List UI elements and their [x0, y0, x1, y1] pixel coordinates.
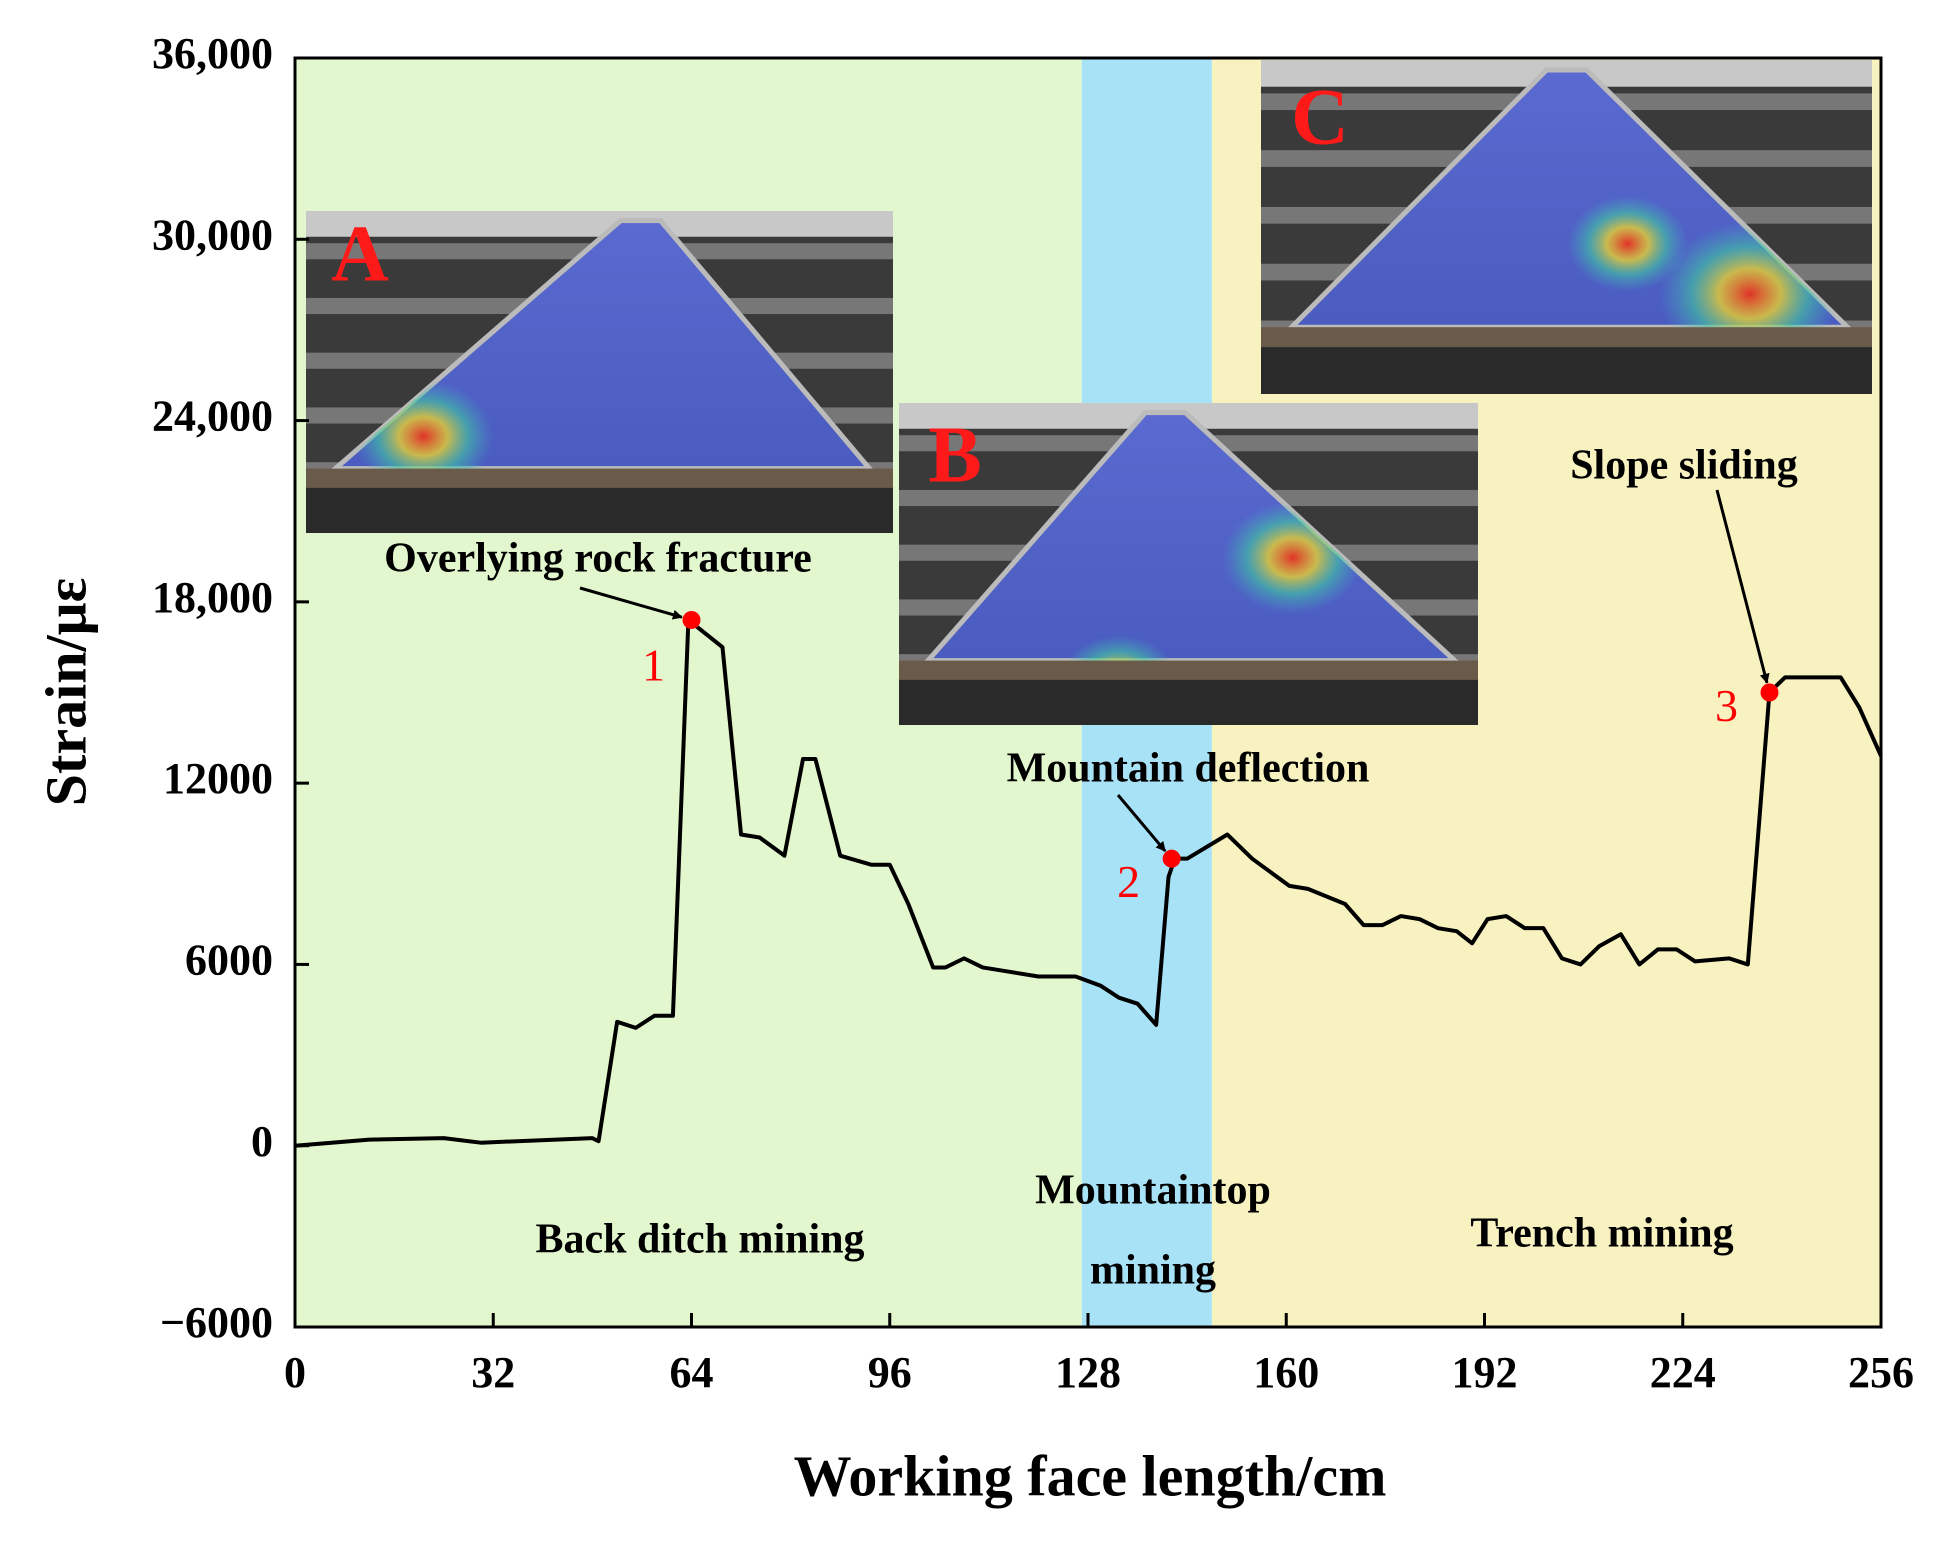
y-tick-label: 0	[251, 1117, 273, 1166]
annotation-point	[682, 610, 701, 629]
photo-floor	[899, 679, 1478, 725]
x-tick-label: 0	[284, 1348, 306, 1397]
x-tick-label: 64	[670, 1348, 714, 1397]
annotation-number: 1	[642, 640, 665, 691]
annotation-label: Overlying rock fracture	[384, 536, 812, 582]
region-label: mining	[1090, 1248, 1216, 1294]
inset-letter: A	[331, 210, 389, 298]
annotation-point	[1162, 849, 1181, 868]
annotation-number: 2	[1117, 856, 1140, 907]
annotation-point	[1760, 683, 1779, 702]
inset-photo	[1261, 60, 1872, 394]
y-tick-label: 18,000	[152, 573, 273, 622]
region-label: Trench mining	[1470, 1211, 1733, 1257]
inset-letter: C	[1291, 73, 1349, 161]
region-label: Mountaintop	[1035, 1168, 1271, 1214]
annotation-arrow	[1715, 489, 1770, 684]
x-tick-label: 256	[1848, 1348, 1914, 1397]
photo-base	[1261, 327, 1872, 348]
inset-letter: B	[928, 411, 981, 499]
annotation-arrow	[1116, 794, 1167, 852]
photo-strain	[1567, 195, 1688, 292]
y-tick-label: 24,000	[152, 392, 273, 441]
y-tick-label: 6000	[185, 936, 273, 985]
inset-photo	[306, 211, 893, 533]
x-tick-label: 160	[1253, 1348, 1319, 1397]
annotation-label: Mountain deflection	[1007, 746, 1370, 792]
x-axis-title: Working face length/cm	[794, 1443, 1387, 1508]
y-tick-label: −6000	[160, 1298, 273, 1347]
y-tick-label: 30,000	[152, 210, 273, 259]
x-tick-label: 96	[868, 1348, 912, 1397]
photo-floor	[1261, 347, 1872, 394]
x-tick-label: 224	[1650, 1348, 1716, 1397]
photo-top	[306, 211, 893, 237]
y-tick-label: 36,000	[152, 29, 273, 78]
annotation-number: 3	[1715, 680, 1738, 731]
photo-strain	[1059, 635, 1180, 661]
annotation-arrow	[579, 586, 683, 620]
x-tick-label: 128	[1055, 1348, 1121, 1397]
annotation-label: Slope sliding	[1570, 443, 1798, 489]
inset-photo	[899, 403, 1478, 725]
x-tick-label: 32	[471, 1348, 515, 1397]
photo-base	[899, 660, 1478, 680]
y-axis-title: Strain/με	[33, 578, 98, 806]
x-tick-label: 192	[1452, 1348, 1518, 1397]
region-label: Back ditch mining	[535, 1217, 864, 1263]
y-tick-label: 12000	[163, 754, 273, 803]
photo-floor	[306, 487, 893, 533]
photo-base	[306, 468, 893, 488]
